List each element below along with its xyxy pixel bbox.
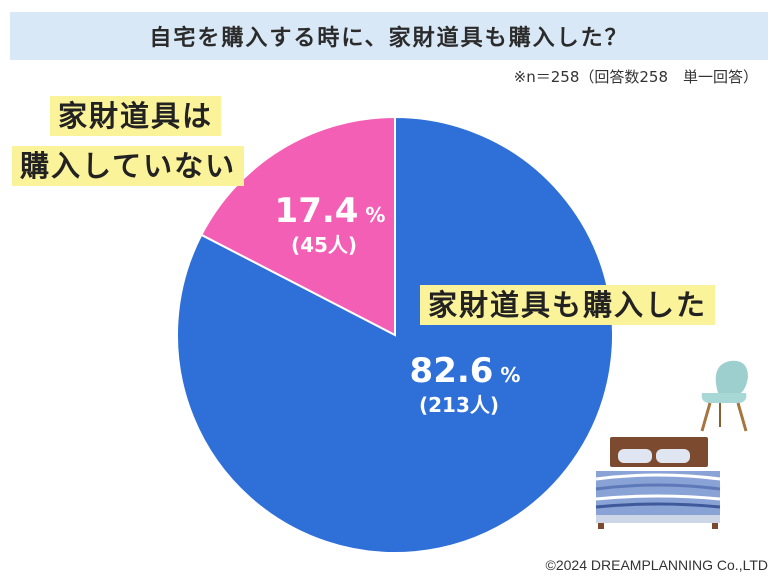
slice-percent-1: 17.4 % [275, 191, 386, 231]
bed-illustration [595, 437, 721, 529]
chair-illustration [700, 360, 748, 432]
copyright: ©2024 DREAMPLANNING Co.,LTD [545, 557, 768, 573]
sample-note: ※n＝258（回答数258 単一回答） [513, 68, 758, 86]
not-bought-label-line-2: 購入していない [12, 146, 245, 187]
slice-percent-0: 82.6 % [410, 351, 521, 391]
slice-count-1: (45人) [291, 233, 357, 257]
not-bought-label-line-1: 家財道具は [50, 96, 222, 137]
chart-title: 自宅を購入する時に、家財道具も購入した？ [149, 26, 629, 51]
title-bar: 自宅を購入する時に、家財道具も購入した？ [10, 12, 768, 60]
slice-count-0: (213人) [419, 393, 499, 417]
pie-slice-1 [200, 115, 396, 337]
bought-label: 家財道具も購入した [420, 285, 716, 326]
